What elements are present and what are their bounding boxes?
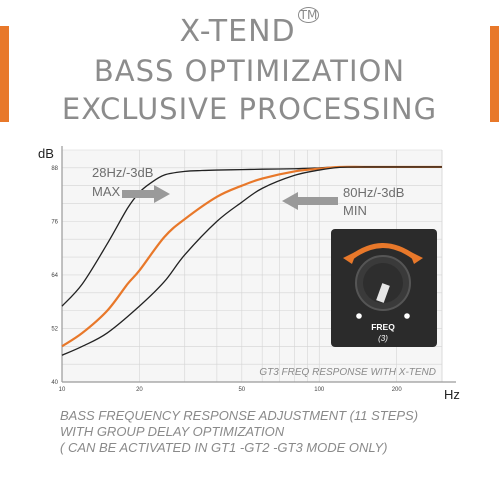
annotation-max-line2: MAX — [92, 184, 121, 199]
knob-sublabel: (3) — [378, 334, 388, 343]
rotate-right-arrow-icon — [409, 251, 423, 264]
y-axis-label: dB — [38, 146, 54, 161]
title-line-2: BASS OPTIMIZATION — [93, 54, 406, 88]
frequency-response-chart: 10 20 50 100 200 40 52 64 76 88 dB Hz 28Hz/-3dB M… — [38, 146, 460, 402]
annotation-min-line2: MIN — [343, 203, 367, 218]
title-line-3: EXCLUSIVE PROCESSING — [61, 92, 438, 126]
y-tick-label: 76 — [51, 219, 58, 225]
x-tick-label: 20 — [136, 387, 143, 393]
knob-label: FREQ — [371, 322, 395, 332]
footer-description: BASS FREQUENCY RESPONSE ADJUSTMENT (11 S… — [60, 408, 480, 456]
trademark-badge: TM — [297, 7, 320, 23]
x-tick-label: 50 — [238, 387, 245, 393]
x-tick-label: 100 — [314, 387, 325, 393]
brand-title: X-TEND TM — [179, 7, 320, 49]
rotate-left-arrow-icon — [343, 251, 357, 264]
left-accent-bar — [0, 26, 9, 122]
right-accent-bar — [490, 26, 499, 122]
y-tick-label: 52 — [51, 326, 58, 332]
footer-line-2: WITH GROUP DELAY OPTIMIZATION — [60, 424, 285, 439]
y-tick-label: 40 — [51, 380, 58, 386]
annotation-min-line1: 80Hz/-3dB — [343, 185, 404, 200]
freq-knob-panel: FREQ (3) — [331, 229, 437, 347]
y-tick-label: 64 — [51, 273, 58, 279]
x-axis-label: Hz — [444, 387, 460, 402]
response-curve-3 — [61, 166, 442, 356]
x-tick-label: 10 — [59, 387, 66, 393]
arrow-max-icon — [122, 185, 170, 203]
footer-line-3: ( CAN BE ACTIVATED IN GT1 -GT2 -GT3 MODE… — [60, 440, 388, 455]
chart-caption: GT3 FREQ RESPONSE WITH X-TEND — [259, 367, 436, 378]
x-tick-label: 200 — [392, 387, 403, 393]
response-curves — [61, 165, 442, 356]
footer-line-1: BASS FREQUENCY RESPONSE ADJUSTMENT (11 S… — [60, 408, 419, 423]
y-tick-label: 88 — [51, 166, 58, 172]
arrow-min-icon — [282, 192, 338, 210]
tick-labels: 10 20 50 100 200 40 52 64 76 88 — [51, 166, 402, 393]
annotation-max-line1: 28Hz/-3dB — [92, 165, 153, 180]
